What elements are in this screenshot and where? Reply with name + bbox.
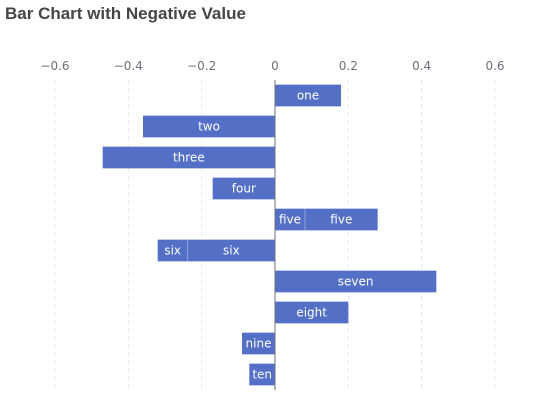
bar-label: ten bbox=[252, 368, 272, 382]
x-tick-label: −0.2 bbox=[187, 59, 216, 73]
chart-title: Bar Chart with Negative Value bbox=[5, 4, 246, 23]
bar-label: eight bbox=[296, 306, 327, 320]
bar-label: six bbox=[223, 244, 240, 258]
bar-label: five bbox=[279, 213, 301, 227]
bar-two bbox=[143, 115, 275, 138]
bar-ten bbox=[249, 363, 275, 386]
x-tick-label: 0.2 bbox=[339, 59, 358, 73]
bar-seven bbox=[275, 270, 437, 293]
bar-three bbox=[102, 146, 276, 169]
bar-label: nine bbox=[246, 337, 272, 351]
x-axis-ticks: −0.6 −0.4 −0.2 0 0.2 0.4 0.6 bbox=[40, 59, 504, 73]
bar-one bbox=[275, 84, 341, 107]
bar-label: six bbox=[164, 244, 181, 258]
x-tick-label: 0.6 bbox=[485, 59, 504, 73]
x-tick-label: 0.4 bbox=[412, 59, 431, 73]
bar-label: three bbox=[173, 151, 205, 165]
bar-label: seven bbox=[338, 275, 374, 289]
x-tick-label: −0.6 bbox=[40, 59, 69, 73]
bar-label: one bbox=[297, 89, 319, 103]
x-tick-label: −0.4 bbox=[114, 59, 143, 73]
bar-nine bbox=[242, 332, 275, 355]
bar-labels: one two three four five five six six seven eight n… bbox=[164, 89, 373, 382]
bar-label: five bbox=[330, 213, 352, 227]
x-tick-label: 0 bbox=[271, 59, 279, 73]
bar-four bbox=[212, 177, 275, 200]
bar-label: two bbox=[198, 120, 220, 134]
bar-six bbox=[157, 239, 275, 262]
bars bbox=[102, 84, 437, 386]
bar-eight bbox=[275, 301, 349, 324]
bar-label: four bbox=[232, 182, 256, 196]
bar-five bbox=[275, 208, 378, 231]
